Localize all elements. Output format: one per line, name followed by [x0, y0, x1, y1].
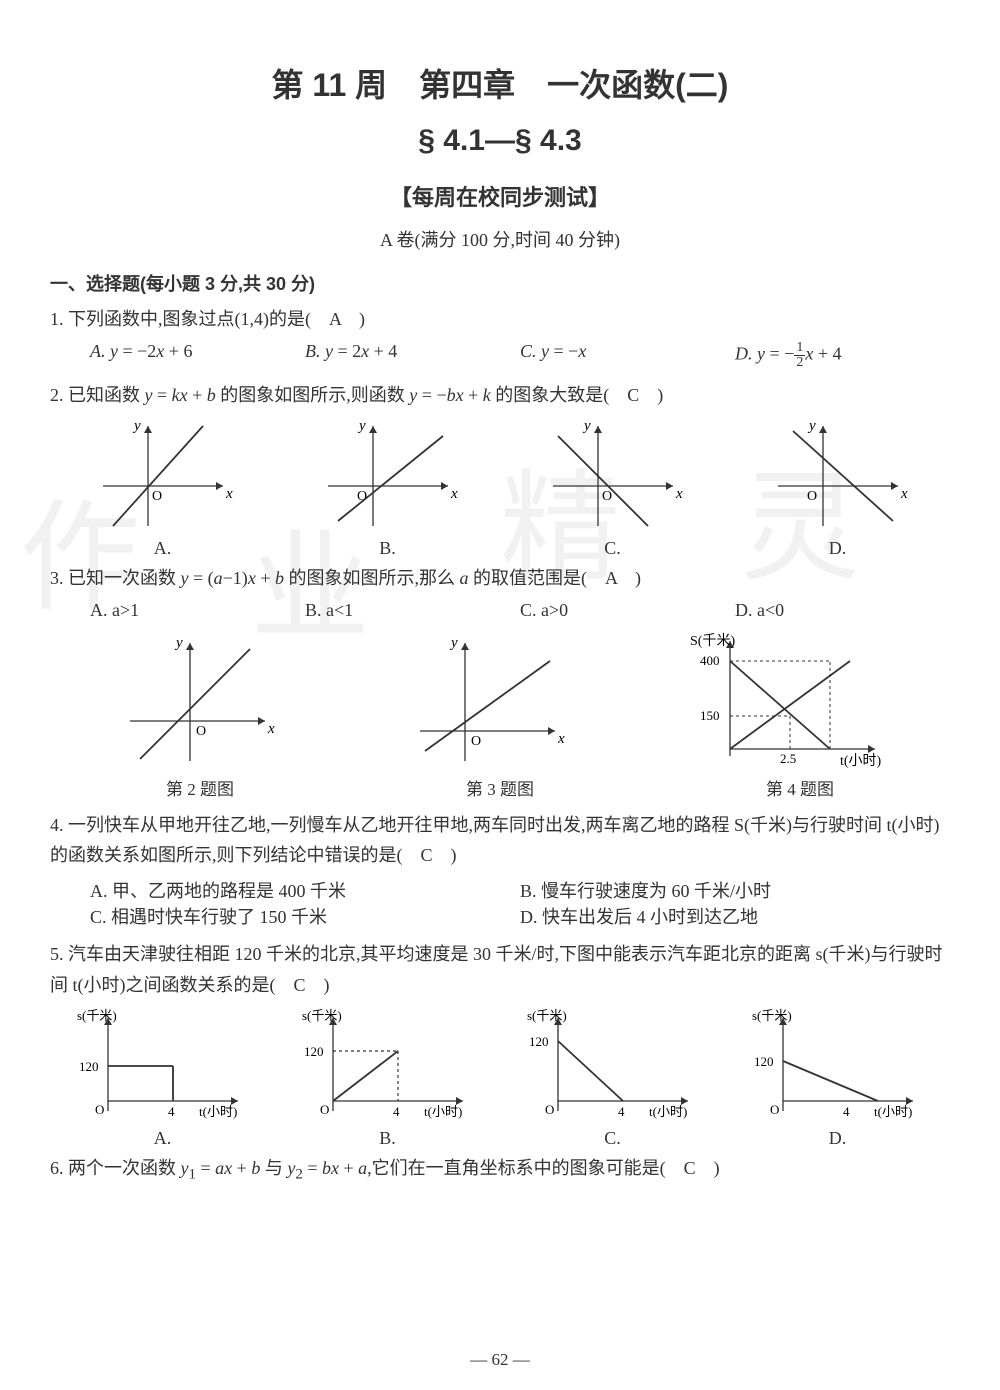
svg-text:x: x: [900, 486, 908, 502]
q5-label-c: C.: [523, 1128, 703, 1149]
svg-text:120: 120: [529, 1034, 549, 1049]
q5-graphs: s(千米) t(小时) 120 4 O A. s(千米) t(小时) 120 4…: [50, 1006, 950, 1149]
svg-text:x: x: [557, 731, 565, 747]
question-2: 2. 已知函数 y = kx + b 的图象如图所示,则函数 y = −bx +…: [50, 380, 950, 411]
svg-text:x: x: [267, 721, 275, 737]
q5-label-a: A.: [73, 1128, 253, 1149]
q2-graph-c: x y O C.: [538, 416, 688, 559]
svg-text:S(千米): S(千米): [690, 633, 735, 649]
svg-text:s(千米): s(千米): [302, 1008, 342, 1023]
title-sub: § 4.1—§ 4.3: [50, 124, 950, 158]
q5-graph-b: s(千米) t(小时) 120 4 O B.: [298, 1006, 478, 1149]
svg-text:y: y: [174, 635, 183, 651]
q5-graph-a: s(千米) t(小时) 120 4 O A.: [73, 1006, 253, 1149]
svg-text:t(小时): t(小时): [874, 1104, 912, 1119]
svg-text:O: O: [320, 1102, 329, 1117]
q4-opt-c: C. 相遇时快车行驶了 150 千米: [90, 903, 520, 929]
svg-text:O: O: [807, 489, 817, 504]
svg-text:4: 4: [168, 1104, 175, 1119]
svg-text:4: 4: [618, 1104, 625, 1119]
fig-q2: x y O: [110, 631, 280, 771]
svg-text:x: x: [225, 486, 233, 502]
svg-text:s(千米): s(千米): [752, 1008, 792, 1023]
caption-q3: 第 3 题图: [466, 775, 534, 800]
question-1: 1. 下列函数中,图象过点(1,4)的是( A ): [50, 304, 950, 335]
q3-opt-c: C. a>0: [520, 600, 735, 621]
bracket-title: 【每周在校同步测试】: [50, 180, 950, 212]
q2-label-a: A.: [88, 538, 238, 559]
page-number: — 62 —: [50, 1350, 950, 1370]
question-4: 4. 一列快车从甲地开往乙地,一列慢车从乙地开往甲地,两车同时出发,两车离乙地的…: [50, 810, 950, 871]
q1-opt-c: C. y = −x: [520, 341, 735, 370]
q3-opt-d: D. a<0: [735, 600, 950, 621]
svg-text:y: y: [357, 418, 366, 434]
q4-options: A. 甲、乙两地的路程是 400 千米 B. 慢车行驶速度为 60 千米/小时 …: [50, 877, 950, 929]
q3-opt-a: A. a>1: [90, 600, 305, 621]
q2-label-d: D.: [763, 538, 913, 559]
q2-graph-b: x y O B.: [313, 416, 463, 559]
svg-text:y: y: [807, 418, 816, 434]
q1-opt-d: D. y = −12x + 4: [735, 341, 950, 370]
q2-graph-a: x y O A.: [88, 416, 238, 559]
svg-text:O: O: [545, 1102, 554, 1117]
q1-opt-b: B. y = 2x + 4: [305, 341, 520, 370]
q1-opt-a: A. y = −2x + 6: [90, 341, 305, 370]
q5-graph-c: s(千米) t(小时) 120 4 O C.: [523, 1006, 703, 1149]
svg-text:t(小时): t(小时): [199, 1104, 237, 1119]
svg-text:t(小时): t(小时): [649, 1104, 687, 1119]
svg-text:400: 400: [700, 653, 720, 668]
q2-label-b: B.: [313, 538, 463, 559]
svg-text:O: O: [95, 1102, 104, 1117]
q4-opt-b: B. 慢车行驶速度为 60 千米/小时: [520, 877, 950, 903]
svg-text:x: x: [675, 486, 683, 502]
svg-text:O: O: [770, 1102, 779, 1117]
q3-opt-b: B. a<1: [305, 600, 520, 621]
q5-label-b: B.: [298, 1128, 478, 1149]
question-5: 5. 汽车由天津驶往相距 120 千米的北京,其平均速度是 30 千米/时,下图…: [50, 939, 950, 1000]
svg-text:t(小时): t(小时): [840, 753, 882, 769]
svg-text:4: 4: [843, 1104, 850, 1119]
section-title: 一、选择题(每小题 3 分,共 30 分): [50, 270, 950, 296]
svg-text:O: O: [152, 489, 162, 504]
svg-text:120: 120: [304, 1044, 324, 1059]
svg-text:O: O: [471, 734, 481, 749]
title-main: 第 11 周 第四章 一次函数(二): [50, 60, 950, 106]
svg-text:120: 120: [79, 1059, 99, 1074]
svg-text:150: 150: [700, 708, 720, 723]
q4-opt-a: A. 甲、乙两地的路程是 400 千米: [90, 877, 520, 903]
q5-label-d: D.: [748, 1128, 928, 1149]
caption-q4: 第 4 题图: [766, 775, 834, 800]
q5-graph-d: s(千米) t(小时) 120 4 O D.: [748, 1006, 928, 1149]
paper-info: A 卷(满分 100 分,时间 40 分钟): [50, 226, 950, 252]
reference-figures: x y O x y O S(千米) t(小时) 400: [50, 631, 950, 771]
q2-graphs: x y O A. x y O B. x y O C.: [50, 416, 950, 559]
svg-text:4: 4: [393, 1104, 400, 1119]
svg-text:s(千米): s(千米): [527, 1008, 567, 1023]
svg-text:x: x: [450, 486, 458, 502]
svg-text:y: y: [132, 418, 141, 434]
svg-text:y: y: [449, 635, 458, 651]
caption-q2: 第 2 题图: [166, 775, 234, 800]
q2-label-c: C.: [538, 538, 688, 559]
svg-text:O: O: [196, 724, 206, 739]
q1-options: A. y = −2x + 6 B. y = 2x + 4 C. y = −x D…: [50, 341, 950, 370]
question-3: 3. 已知一次函数 y = (a−1)x + b 的图象如图所示,那么 a 的取…: [50, 563, 950, 594]
svg-text:s(千米): s(千米): [77, 1008, 117, 1023]
fig-q4: S(千米) t(小时) 400 150 2.5: [690, 631, 890, 771]
fig-q3: x y O: [400, 631, 570, 771]
svg-text:2.5: 2.5: [780, 751, 796, 766]
q2-graph-d: x y O D.: [763, 416, 913, 559]
q4-opt-d: D. 快车出发后 4 小时到达乙地: [520, 903, 950, 929]
svg-text:O: O: [602, 489, 612, 504]
question-6: 6. 两个一次函数 y1 = ax + b 与 y2 = bx + a,它们在一…: [50, 1153, 950, 1188]
svg-text:120: 120: [754, 1054, 774, 1069]
svg-text:t(小时): t(小时): [424, 1104, 462, 1119]
caption-row: 第 2 题图 第 3 题图 第 4 题图: [50, 775, 950, 800]
svg-text:y: y: [582, 418, 591, 434]
q3-options: A. a>1 B. a<1 C. a>0 D. a<0: [50, 600, 950, 621]
